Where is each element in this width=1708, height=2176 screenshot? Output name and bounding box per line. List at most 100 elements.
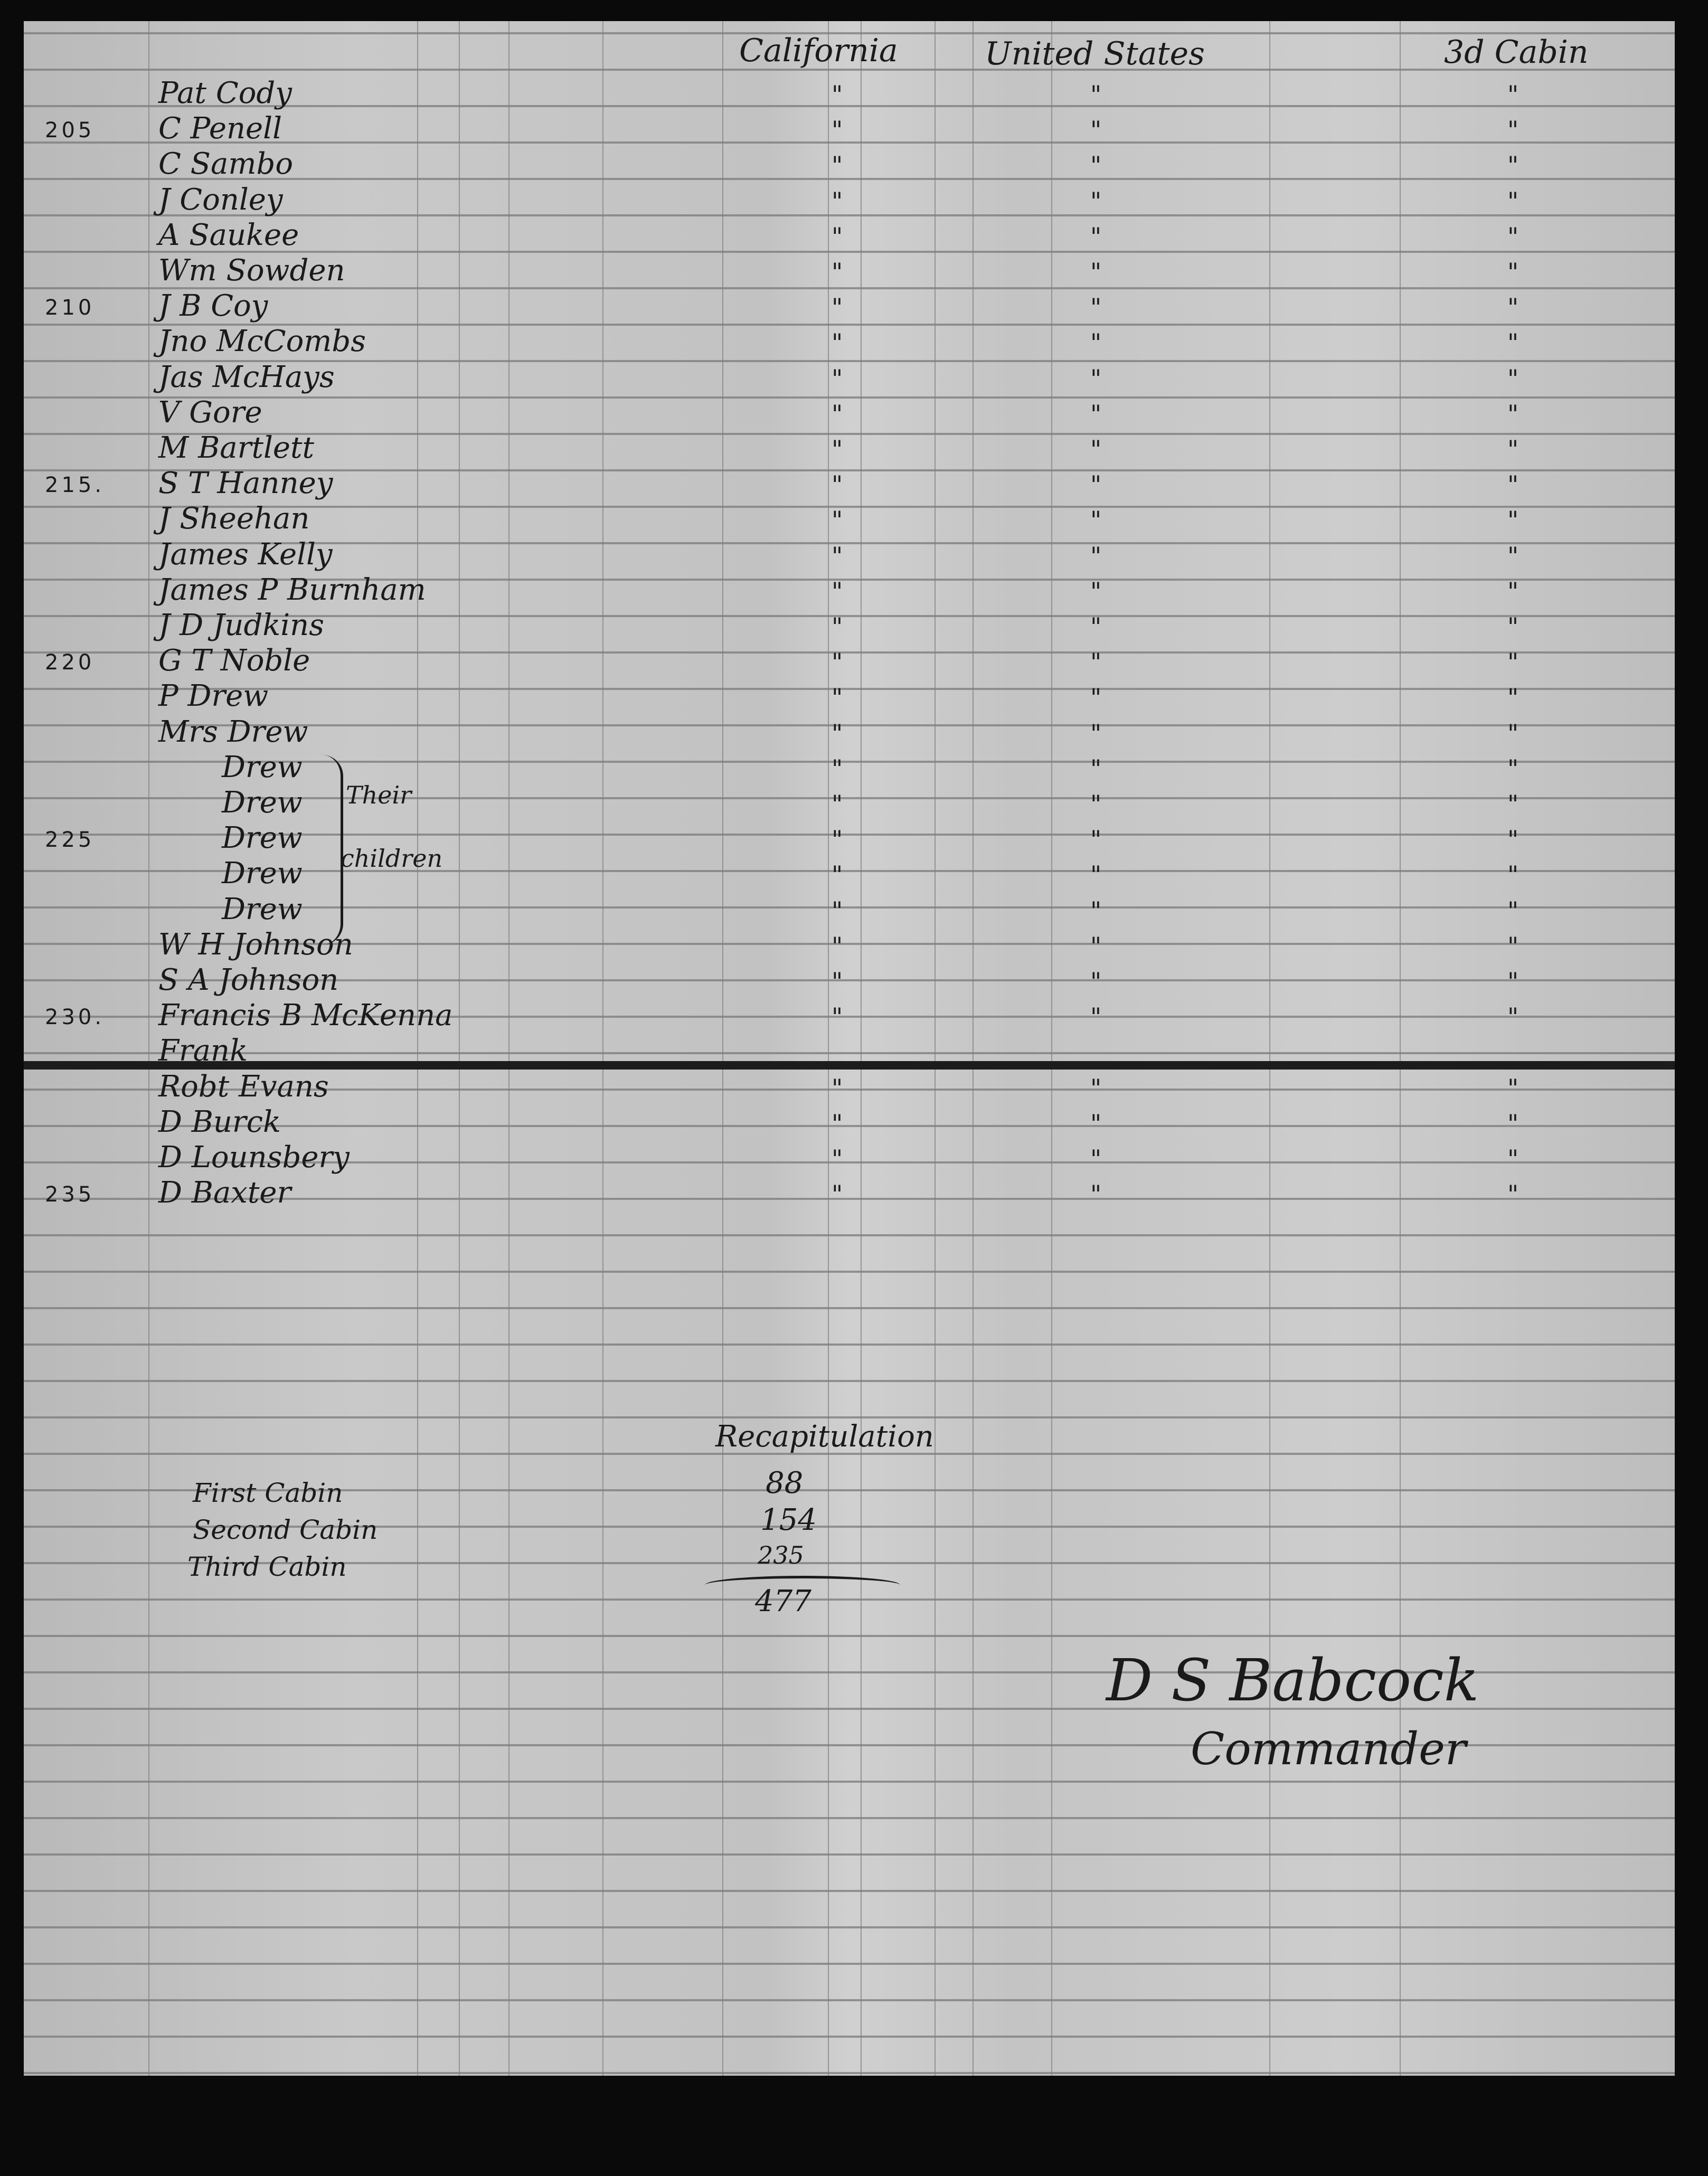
- ditto-third-cabin: ": [1507, 258, 1519, 286]
- ditto-california: ": [832, 1144, 843, 1173]
- ditto-third-cabin: ": [1507, 931, 1519, 960]
- ditto-third-cabin: ": [1507, 967, 1519, 996]
- ruled-line: [24, 651, 1675, 654]
- ditto-california: ": [832, 1002, 843, 1032]
- ditto-united-states: ": [1090, 80, 1102, 109]
- ditto-california: ": [832, 470, 843, 499]
- passenger-name: M Bartlett: [158, 431, 315, 465]
- ruled-line: [24, 542, 1675, 544]
- passenger-name: C Sambo: [158, 147, 294, 182]
- ditto-california: ": [832, 1180, 843, 1209]
- ditto-california: ": [832, 967, 843, 996]
- ditto-california: ": [832, 222, 843, 251]
- column-rule: [828, 21, 829, 2076]
- ditto-california: ": [832, 648, 843, 677]
- ditto-united-states: ": [1090, 931, 1102, 960]
- ruled-line: [24, 32, 1675, 34]
- row-number: 215.: [45, 473, 105, 498]
- column-rule: [459, 21, 460, 2076]
- ruled-line: [24, 870, 1675, 872]
- ruled-line: [24, 1744, 1675, 1746]
- ditto-third-cabin: ": [1507, 328, 1519, 357]
- ruled-line: [24, 1198, 1675, 1200]
- passenger-name: J Sheehan: [158, 502, 310, 536]
- ditto-california: ": [832, 541, 843, 570]
- passenger-name: James P Burnham: [158, 572, 426, 607]
- sum-line: [705, 1576, 900, 1594]
- ditto-california: ": [832, 293, 843, 322]
- ruled-line: [24, 1416, 1675, 1418]
- header-california: California: [739, 32, 898, 69]
- children-note-line1: Their: [346, 781, 412, 809]
- recap-value-first: 88: [766, 1466, 804, 1500]
- ruled-line: [24, 141, 1675, 144]
- ruled-line: [24, 1125, 1675, 1127]
- ruled-line: [24, 1271, 1675, 1273]
- passenger-name: Francis B McKenna: [158, 998, 453, 1033]
- ditto-united-states: ": [1090, 506, 1102, 535]
- ditto-third-cabin: ": [1507, 222, 1519, 251]
- ditto-california: ": [832, 399, 843, 428]
- children-note-line2: children: [341, 844, 443, 873]
- passenger-name: Robt Evans: [158, 1069, 329, 1104]
- ditto-third-cabin: ": [1507, 399, 1519, 428]
- ruled-line: [24, 797, 1675, 799]
- ruled-line: [24, 1089, 1675, 1091]
- ditto-california: ": [832, 612, 843, 641]
- passenger-name: D Burck: [158, 1104, 281, 1139]
- column-rule: [148, 21, 149, 2076]
- ditto-california: ": [832, 718, 843, 748]
- ditto-california: ": [832, 931, 843, 960]
- ruled-line: [24, 906, 1675, 909]
- ruled-line: [24, 1307, 1675, 1309]
- ruled-line: [24, 1489, 1675, 1491]
- ruled-line: [24, 251, 1675, 253]
- ditto-united-states: ": [1090, 1180, 1102, 1209]
- ruled-line: [24, 1817, 1675, 1819]
- ruled-line: [24, 688, 1675, 690]
- signature-name: D S Babcock: [1106, 1647, 1479, 1714]
- column-rule: [1051, 21, 1052, 2076]
- ruled-line: [24, 1890, 1675, 1892]
- ditto-united-states: ": [1090, 825, 1102, 854]
- column-rule: [508, 21, 509, 2076]
- ruled-line: [24, 433, 1675, 435]
- ruled-line: [24, 287, 1675, 289]
- ditto-united-states: ": [1090, 1109, 1102, 1138]
- ruled-line: [24, 105, 1675, 107]
- ditto-california: ": [832, 186, 843, 215]
- ruled-line: [24, 324, 1675, 326]
- ditto-united-states: ": [1090, 541, 1102, 570]
- passenger-name: James Kelly: [158, 537, 333, 572]
- passenger-name: D Baxter: [158, 1176, 291, 1210]
- ruled-line: [24, 1598, 1675, 1601]
- recap-label-first: First Cabin: [193, 1478, 343, 1508]
- passenger-name: Jno McCombs: [158, 324, 366, 359]
- ruled-line: [24, 761, 1675, 763]
- ruled-line: [24, 214, 1675, 216]
- ditto-united-states: ": [1090, 860, 1102, 890]
- ditto-united-states: ": [1090, 151, 1102, 180]
- ruled-line: [24, 396, 1675, 399]
- ditto-united-states: ": [1090, 399, 1102, 428]
- ruled-line: [24, 1853, 1675, 1856]
- ditto-third-cabin: ": [1507, 186, 1519, 215]
- ditto-third-cabin: ": [1507, 80, 1519, 109]
- passenger-name: S A Johnson: [158, 963, 339, 997]
- ditto-united-states: ": [1090, 293, 1102, 322]
- row-number: 225: [45, 828, 95, 853]
- ditto-third-cabin: ": [1507, 506, 1519, 535]
- recap-label-second: Second Cabin: [193, 1515, 378, 1545]
- ditto-united-states: ": [1090, 1144, 1102, 1173]
- ruled-line: [24, 1016, 1675, 1018]
- ruled-line: [24, 1562, 1675, 1564]
- ditto-united-states: ": [1090, 896, 1102, 925]
- passenger-name: Drew: [222, 856, 303, 891]
- ruled-line: [24, 1052, 1675, 1054]
- ruled-line: [24, 360, 1675, 362]
- ditto-third-cabin: ": [1507, 151, 1519, 180]
- ditto-third-cabin: ": [1507, 576, 1519, 606]
- ruled-line: [24, 1671, 1675, 1673]
- recap-value-third: 235: [758, 1541, 804, 1569]
- ditto-third-cabin: ": [1507, 1180, 1519, 1209]
